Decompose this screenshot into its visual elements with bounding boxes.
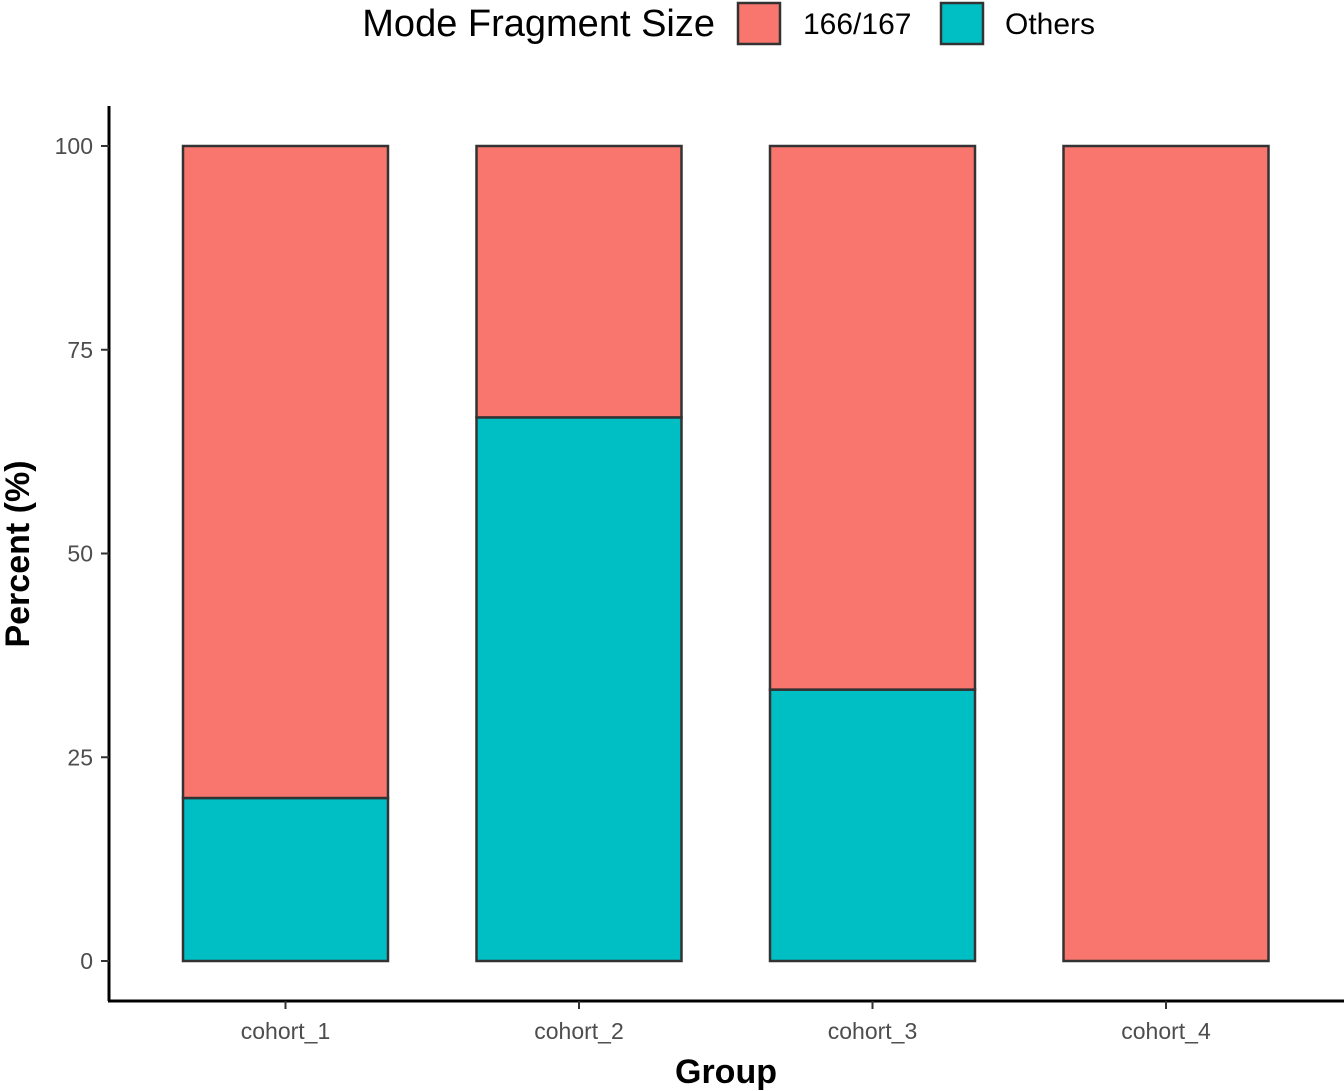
y-tick-label: 100 xyxy=(55,133,93,159)
legend-label: 166/167 xyxy=(803,8,911,41)
bar-cohort_4-166-167 xyxy=(1062,144,1270,963)
bars xyxy=(181,144,1270,963)
legend-key-others xyxy=(939,1,985,46)
y-tick-label: 0 xyxy=(80,948,93,974)
x-axis-title: Group xyxy=(675,1053,777,1091)
bar-cohort_3-166-167 xyxy=(768,144,977,691)
x-ticks: cohort_1 cohort_2 cohort_3 cohort_4 xyxy=(241,1001,1211,1044)
y-tick-label: 50 xyxy=(67,541,93,567)
bar-cohort_2-others xyxy=(475,416,683,963)
bar-cohort_1-166-167 xyxy=(181,144,390,800)
legend-key-166-167 xyxy=(736,1,782,46)
x-tick-label: cohort_4 xyxy=(1121,1018,1211,1044)
x-tick-label: cohort_1 xyxy=(241,1018,331,1044)
y-ticks: 0 25 50 75 100 xyxy=(55,133,109,974)
bar-cohort_2-166-167 xyxy=(475,144,683,419)
bar-cohort_1-others xyxy=(181,796,390,963)
x-tick-label: cohort_3 xyxy=(828,1018,918,1044)
y-axis-title: Percent (%) xyxy=(0,460,37,647)
x-tick-label: cohort_2 xyxy=(534,1018,624,1044)
legend-label: Others xyxy=(1005,8,1095,41)
y-tick-label: 75 xyxy=(67,337,93,363)
bar-cohort_3-others xyxy=(768,688,977,963)
legend: Mode Fragment Size 166/167 Others xyxy=(362,1,1095,46)
legend-title: Mode Fragment Size xyxy=(362,3,715,45)
y-tick-label: 25 xyxy=(67,744,93,770)
